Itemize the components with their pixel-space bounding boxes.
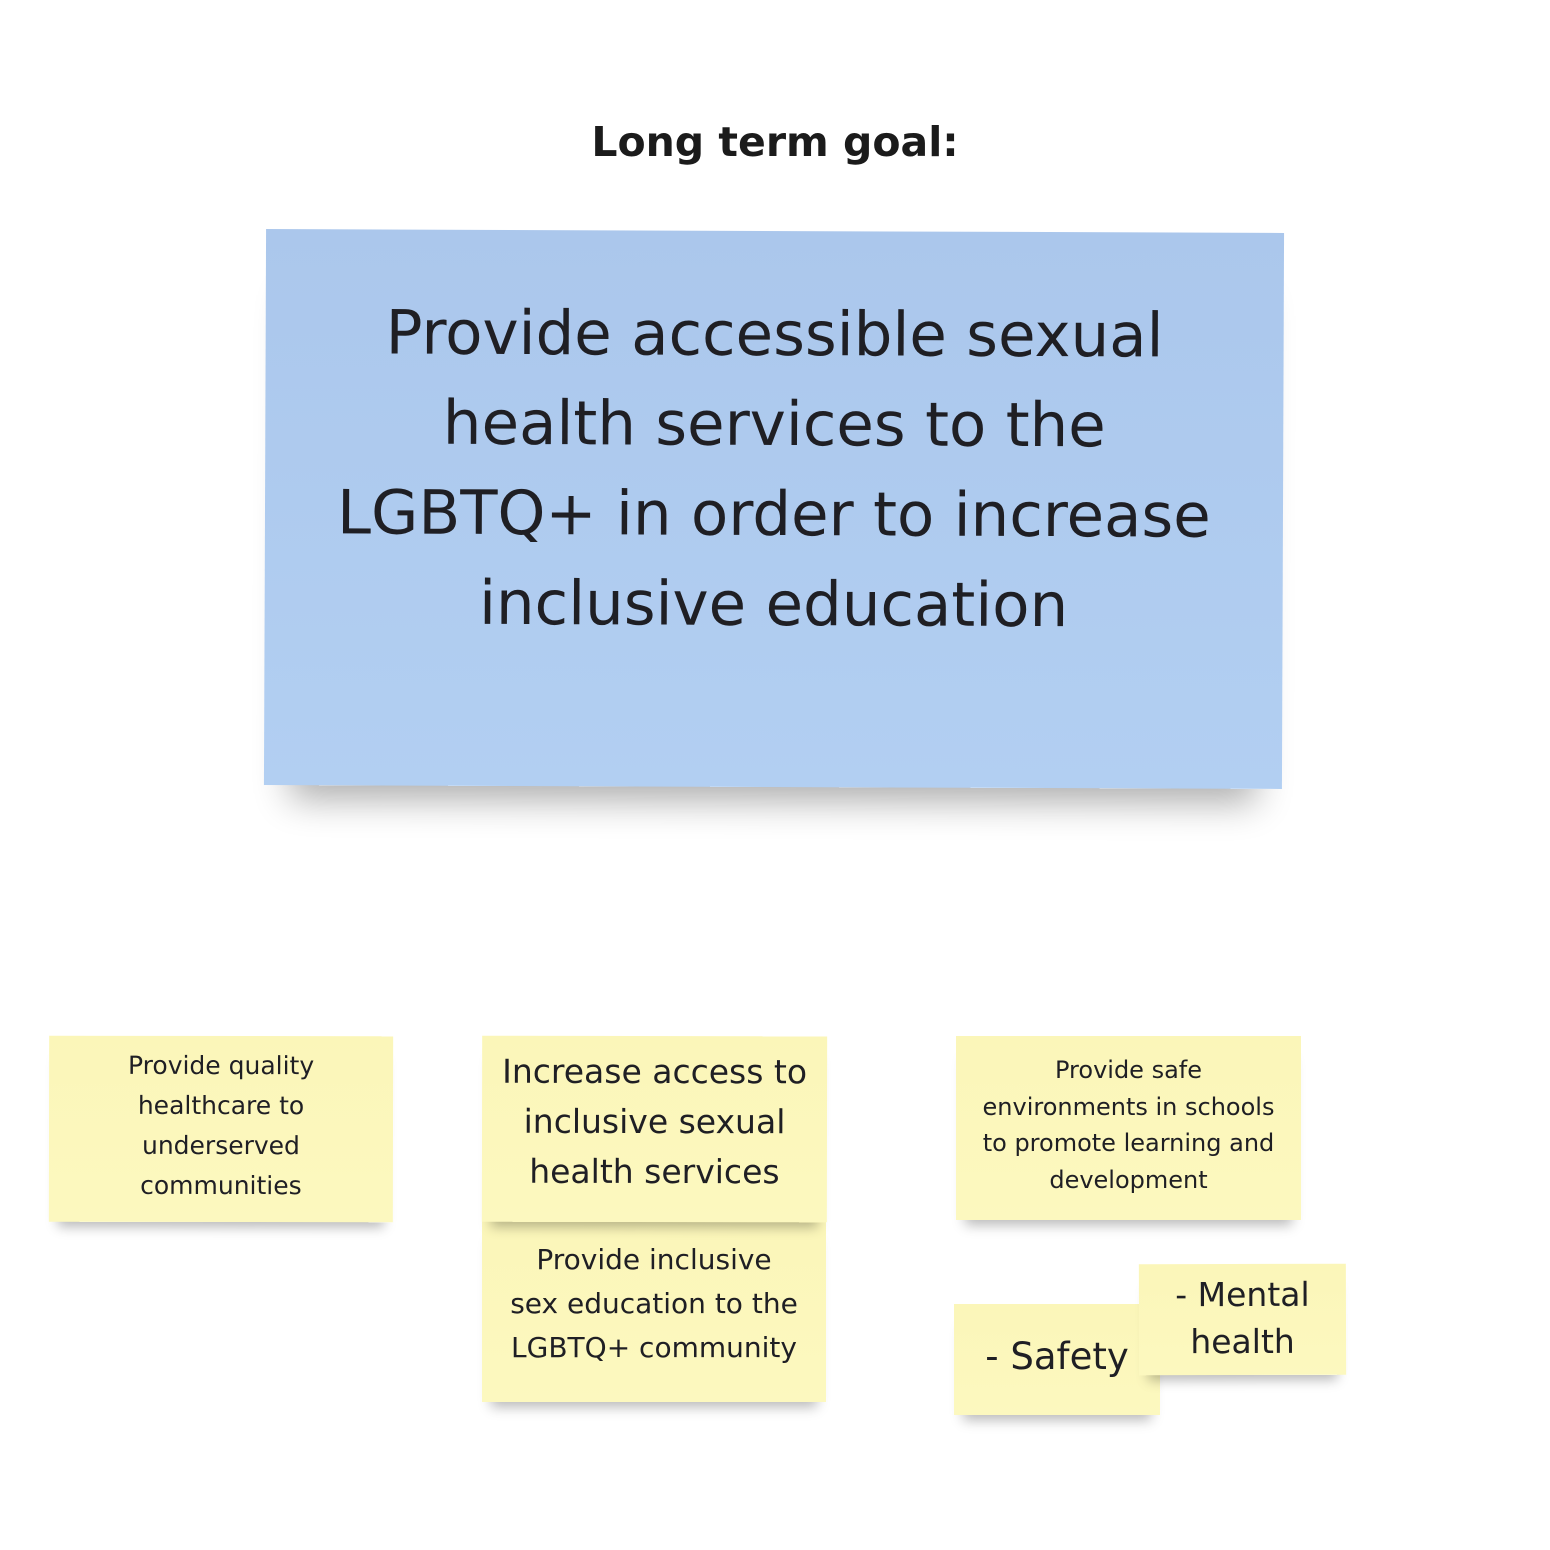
sticky-note-mental-health[interactable]: - Mental health — [1138, 1263, 1347, 1376]
note-line: to promote learning and — [982, 1129, 1275, 1157]
note-text: - Safety — [985, 1332, 1128, 1382]
note-line: Provide inclusive — [536, 1243, 772, 1276]
sticky-note-access[interactable]: Increase access to inclusive sexual heal… — [481, 1035, 828, 1223]
sticky-note-sex-education[interactable]: Provide inclusive sex education to the L… — [482, 1218, 826, 1402]
note-line: Provide quality — [128, 1050, 315, 1081]
long-term-goal-heading: Long term goal: — [591, 118, 959, 166]
goal-line: LGBTQ+ in order to increase — [337, 477, 1211, 552]
note-line: health services — [529, 1151, 780, 1192]
note-line: communities — [140, 1170, 302, 1201]
note-line: - Mental — [1175, 1274, 1310, 1314]
note-line: healthcare to — [137, 1090, 305, 1121]
sticky-note-healthcare[interactable]: Provide quality healthcare to underserve… — [48, 1035, 394, 1223]
note-line: Provide safe — [1055, 1056, 1202, 1084]
sticky-note-safe-environments[interactable]: Provide safe environments in schools to … — [956, 1036, 1301, 1220]
note-line: sex education to the — [510, 1287, 798, 1320]
note-line: inclusive sexual — [523, 1101, 786, 1142]
note-text: Increase access to inclusive sexual heal… — [502, 1047, 807, 1198]
goal-text: Provide accessible sexual health service… — [337, 288, 1212, 651]
note-text: Provide quality healthcare to underserve… — [128, 1046, 314, 1206]
note-line: health — [1190, 1321, 1295, 1361]
note-text: - Mental health — [1175, 1270, 1310, 1364]
note-line: environments in schools — [982, 1092, 1275, 1121]
note-text: Provide inclusive sex education to the L… — [510, 1238, 798, 1370]
goal-line: inclusive education — [478, 567, 1069, 642]
note-text: Provide safe environments in schools to … — [983, 1052, 1275, 1198]
note-line: development — [1049, 1165, 1208, 1194]
note-line: Increase access to — [502, 1051, 808, 1092]
goal-sticky-note[interactable]: Provide accessible sexual health service… — [263, 229, 1285, 789]
goal-line: Provide accessible sexual — [385, 297, 1164, 372]
note-line: underserved — [141, 1130, 300, 1161]
goal-line: health services to the — [442, 387, 1106, 462]
note-line: LGBTQ+ community — [511, 1331, 797, 1364]
sticky-note-safety[interactable]: - Safety — [954, 1304, 1160, 1415]
note-line: - Safety — [985, 1334, 1129, 1378]
